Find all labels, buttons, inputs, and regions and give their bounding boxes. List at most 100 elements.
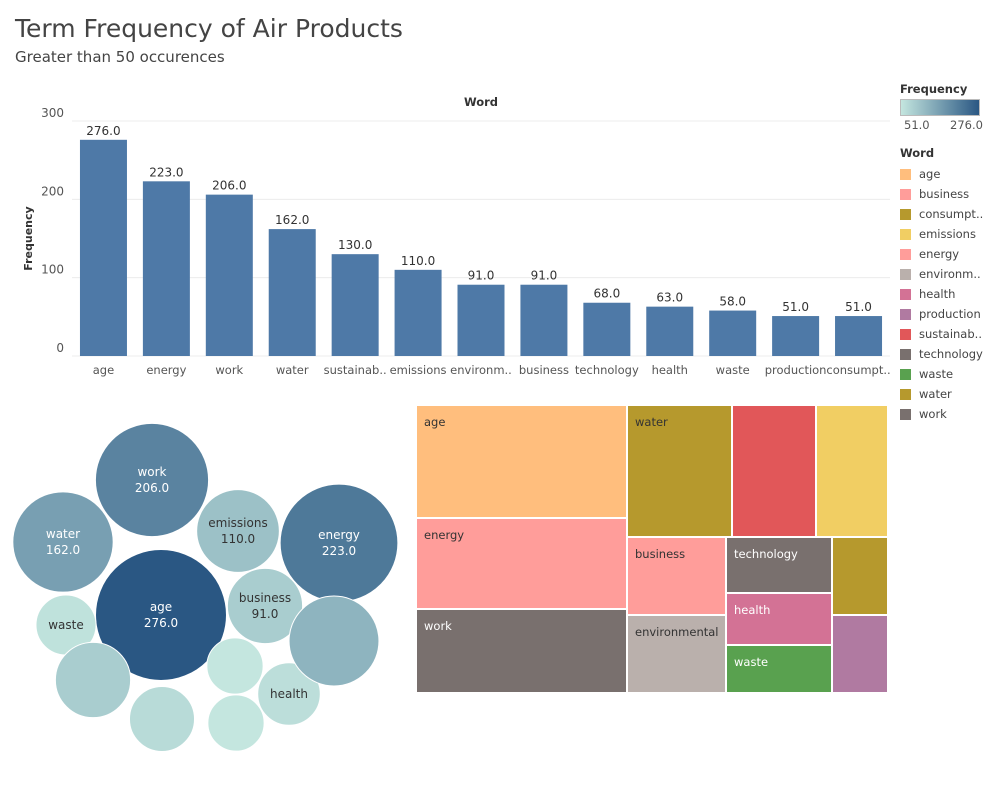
legend-item[interactable]: production <box>900 304 1000 324</box>
x-tick-label: water <box>276 363 309 377</box>
frequency-min-label: 51.0 <box>904 118 930 132</box>
word-legend-title: Word <box>900 146 935 160</box>
bubble-5[interactable] <box>226 567 304 645</box>
bar-1[interactable] <box>142 181 190 356</box>
treemap-cell-9[interactable]: health <box>726 593 832 645</box>
treemap-cell-3[interactable]: water <box>627 405 732 537</box>
legend-label: sustainab.. <box>919 327 982 341</box>
bar-11[interactable] <box>772 316 820 356</box>
legend-swatch <box>900 268 911 280</box>
legend-swatch <box>900 188 911 200</box>
y-tick-label: 100 <box>41 263 64 277</box>
bubble-value-label: 276.0 <box>144 616 178 630</box>
legend-item[interactable]: waste <box>900 364 1000 384</box>
bubble-12[interactable] <box>207 694 265 752</box>
bubble-2[interactable] <box>196 489 280 573</box>
bubble-label: health <box>270 687 308 701</box>
legend-label: technology <box>919 347 983 361</box>
dashboard-title: Term Frequency of Air Products <box>15 14 403 43</box>
bar-4[interactable] <box>331 254 379 356</box>
legend-item[interactable]: work <box>900 404 1000 424</box>
bar-value-label: 68.0 <box>593 287 620 301</box>
bar-5[interactable] <box>394 269 442 356</box>
legend-item[interactable]: consumpt.. <box>900 204 1000 224</box>
bar-7[interactable] <box>520 284 568 356</box>
treemap-chart: age energy work water business environmental t… <box>416 405 888 693</box>
x-tick-label: health <box>652 363 688 377</box>
treemap-cell-12[interactable] <box>832 615 888 693</box>
legend-label: waste <box>919 367 954 381</box>
legend-label: consumpt.. <box>919 207 984 221</box>
y-tick-label: 0 <box>56 341 64 355</box>
x-tick-label: environm.. <box>450 363 512 377</box>
x-tick-label: waste <box>716 363 750 377</box>
legend-panel: Frequency 51.0 276.0 Word age business con… <box>900 82 1000 424</box>
treemap-cell-10[interactable]: waste <box>726 645 832 693</box>
treemap-cell-6[interactable]: business <box>627 537 726 615</box>
legend-label: age <box>919 167 941 181</box>
frequency-gradient-bar <box>900 99 980 116</box>
legend-item[interactable]: business <box>900 184 1000 204</box>
treemap-label: waste <box>734 655 769 669</box>
bubble-7[interactable] <box>257 662 321 726</box>
legend-item[interactable]: technology <box>900 344 1000 364</box>
bar-6[interactable] <box>457 284 505 356</box>
treemap-cell-5[interactable] <box>816 405 888 537</box>
legend-swatch <box>900 168 911 180</box>
bubble-9[interactable] <box>54 641 132 719</box>
treemap-cell-7[interactable]: environmental <box>627 615 726 693</box>
bubble-11[interactable] <box>206 637 264 695</box>
bubble-1[interactable] <box>12 491 114 593</box>
treemap-label: age <box>424 415 446 429</box>
legend-label: energy <box>919 247 960 261</box>
legend-item[interactable]: energy <box>900 244 1000 264</box>
bubble-label: energy <box>318 528 360 542</box>
bubble-0[interactable] <box>94 422 210 538</box>
treemap-cell-0[interactable]: age <box>416 405 627 518</box>
bar-9[interactable] <box>646 306 694 356</box>
legend-item[interactable]: water <box>900 384 1000 404</box>
bubble-label: emissions <box>208 516 267 530</box>
treemap-cell-11[interactable] <box>832 537 888 615</box>
bubble-10[interactable] <box>128 685 196 753</box>
bar-value-label: 276.0 <box>86 124 120 138</box>
bubble-label: waste <box>48 618 84 632</box>
bar-0[interactable] <box>79 139 127 356</box>
legend-item[interactable]: environm.. <box>900 264 1000 284</box>
x-tick-label: work <box>215 363 243 377</box>
legend-label: water <box>919 387 952 401</box>
bar-value-label: 206.0 <box>212 179 246 193</box>
y-tick-label: 300 <box>41 106 64 120</box>
legend-item[interactable]: age <box>900 164 1000 184</box>
bubble-8[interactable] <box>288 595 380 687</box>
legend-swatch <box>900 408 911 420</box>
legend-item[interactable]: emissions <box>900 224 1000 244</box>
legend-item[interactable]: health <box>900 284 1000 304</box>
bar-2[interactable] <box>205 194 253 356</box>
legend-swatch <box>900 288 911 300</box>
treemap-cell-4[interactable] <box>732 405 816 537</box>
treemap-cell-2[interactable]: work <box>416 609 627 693</box>
bubble-value-label: 206.0 <box>135 481 169 495</box>
bar-10[interactable] <box>709 310 757 356</box>
bubble-value-label: 223.0 <box>322 544 356 558</box>
bubble-label: business <box>239 591 291 605</box>
treemap-cell-1[interactable]: energy <box>416 518 627 609</box>
bubble-3[interactable] <box>279 483 399 603</box>
bar-3[interactable] <box>268 229 316 356</box>
legend-item[interactable]: sustainab.. <box>900 324 1000 344</box>
legend-swatch <box>900 208 911 220</box>
x-tick-label: sustainab.. <box>324 363 387 377</box>
bar-12[interactable] <box>835 316 883 356</box>
bar-8[interactable] <box>583 302 631 356</box>
treemap-label: technology <box>734 547 798 561</box>
y-tick-label: 200 <box>41 184 64 198</box>
y-axis-title: Frequency <box>22 206 35 270</box>
treemap-label: business <box>635 547 686 561</box>
treemap-cell-8[interactable]: technology <box>726 537 832 593</box>
bar-value-label: 110.0 <box>401 254 435 268</box>
x-tick-label: consumpt.. <box>826 363 890 377</box>
x-tick-label: age <box>93 363 114 377</box>
bar-value-label: 162.0 <box>275 213 309 227</box>
bubble-4[interactable] <box>95 549 227 681</box>
